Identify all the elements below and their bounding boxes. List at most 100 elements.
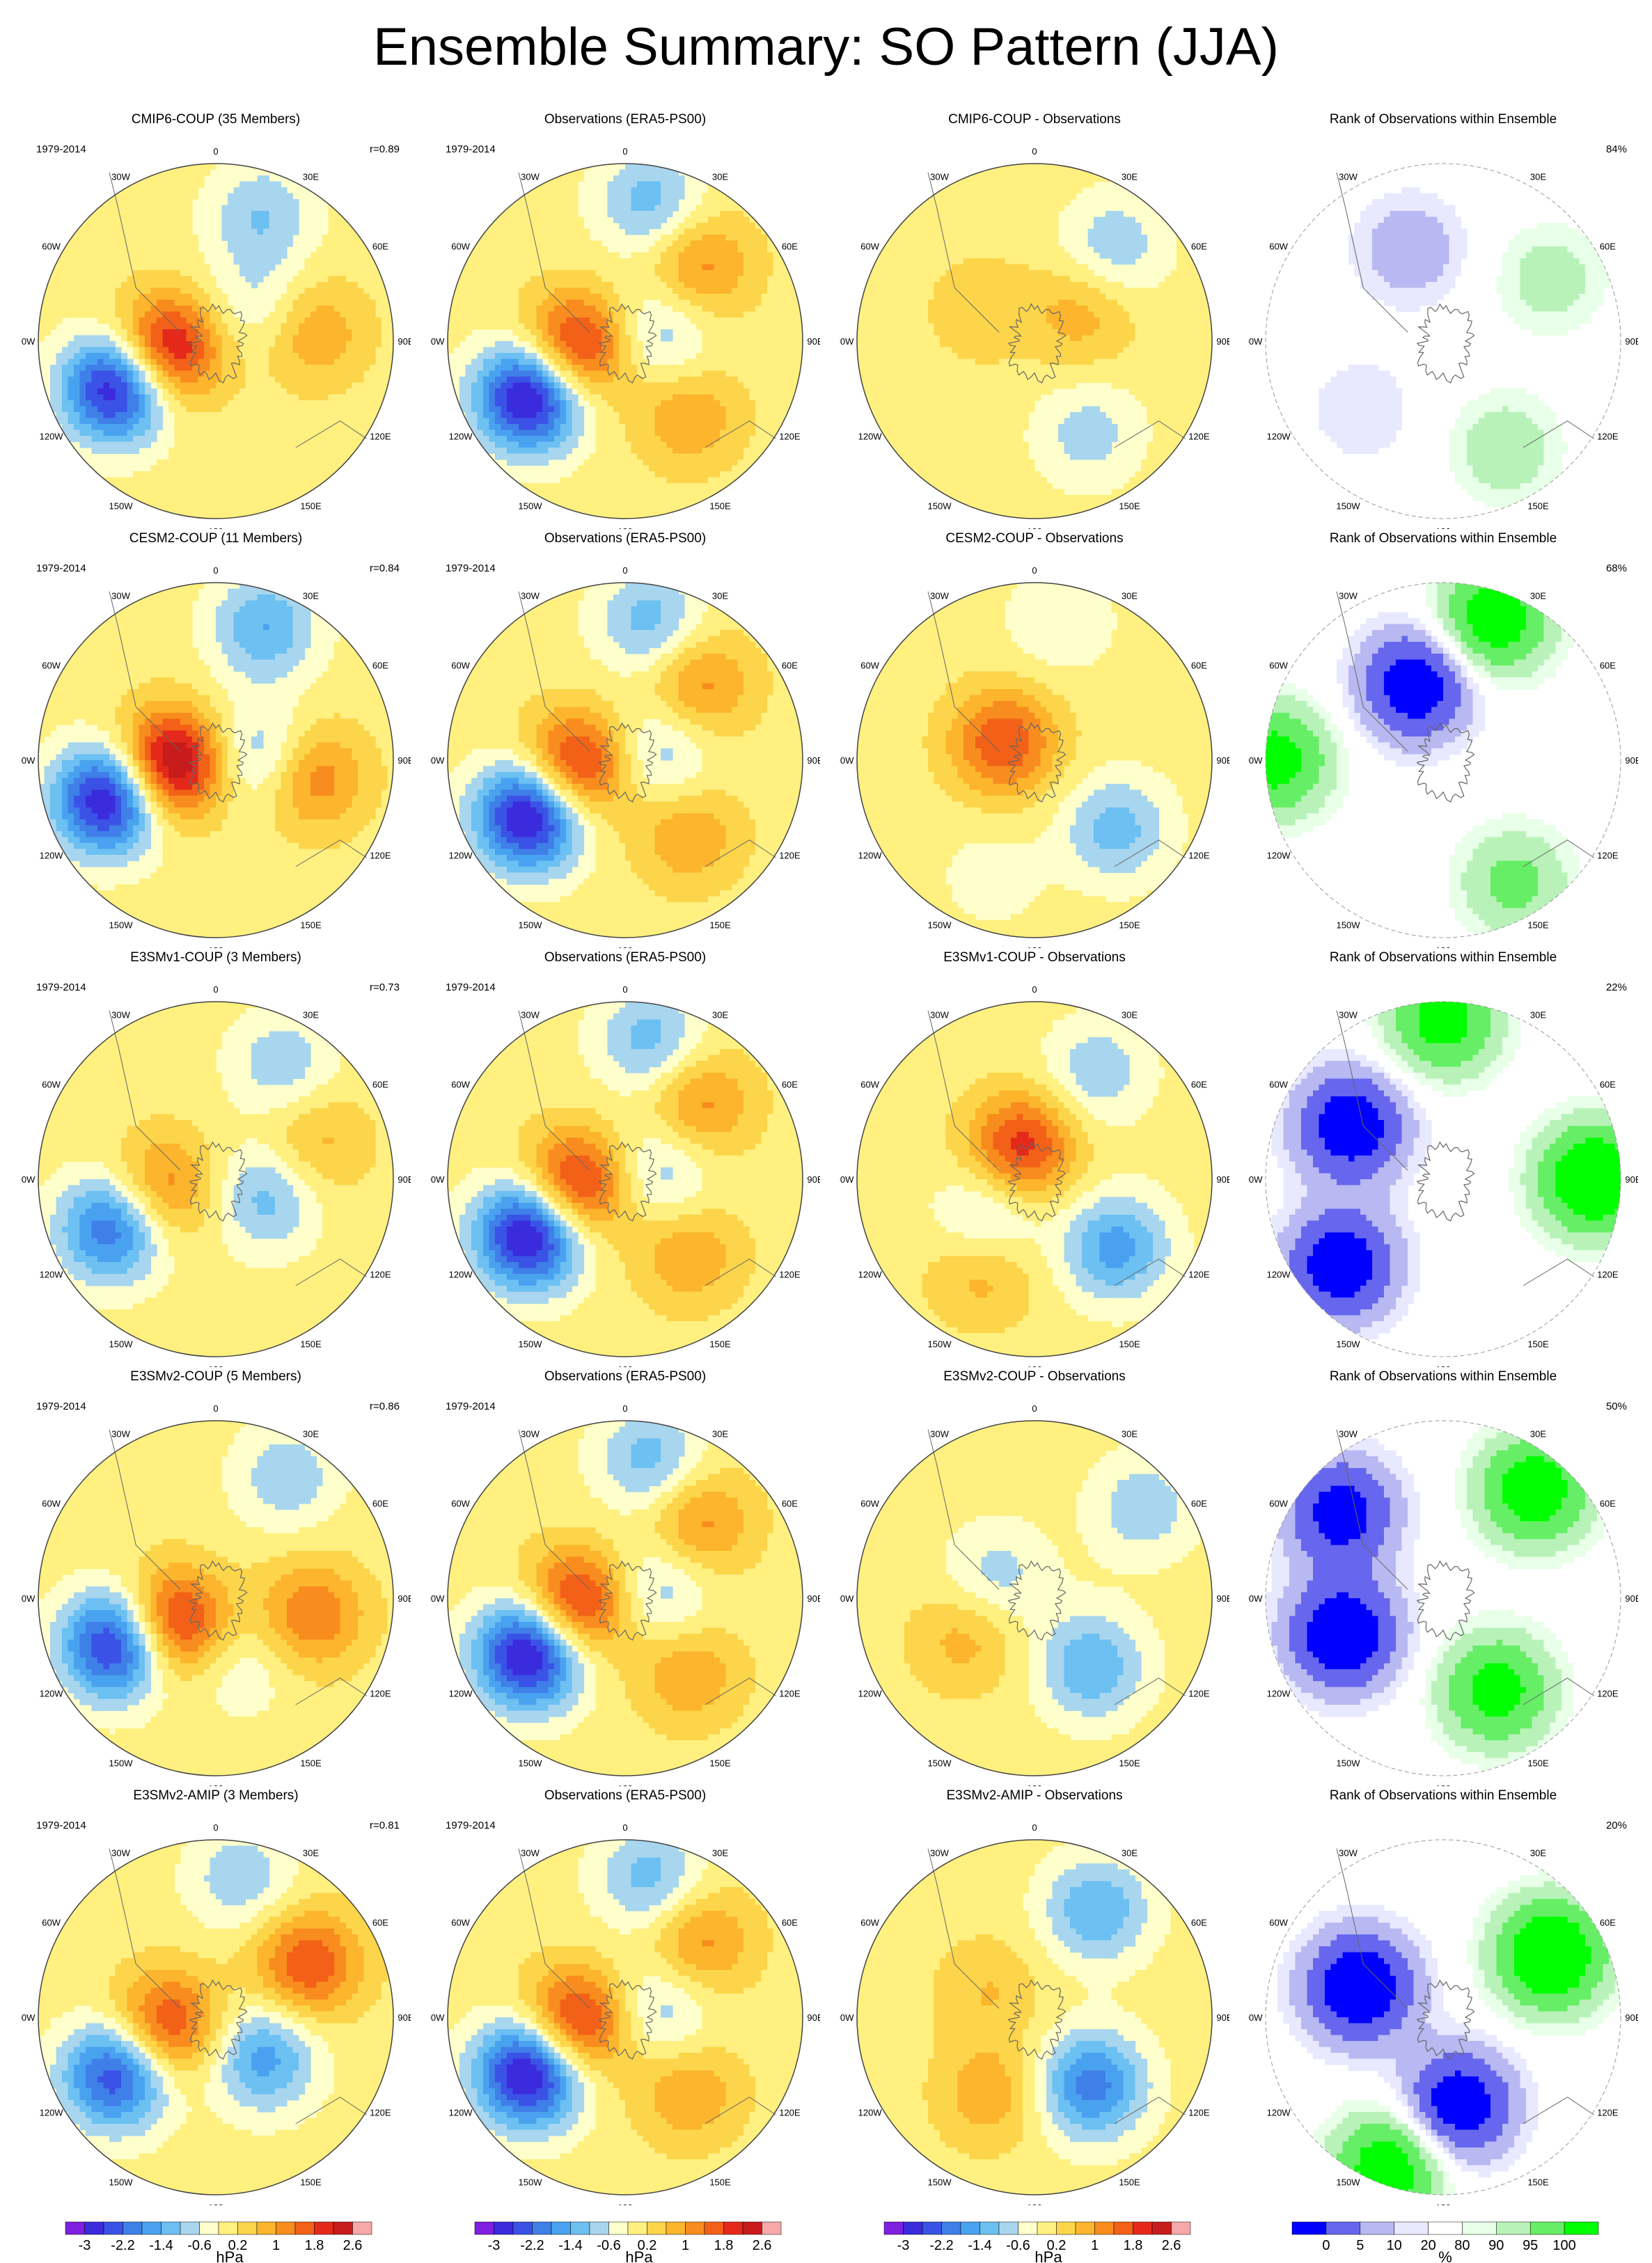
- field-cell: [749, 270, 756, 277]
- field-cell: [233, 235, 240, 242]
- field-cell: [720, 400, 727, 407]
- field-cell: [180, 347, 187, 354]
- field-cell: [233, 317, 240, 324]
- field-cell: [737, 436, 744, 443]
- field-cell: [150, 240, 157, 247]
- field-cell: [192, 175, 199, 182]
- field-cell: [180, 436, 187, 443]
- field-cell: [346, 228, 353, 235]
- field-cell: [678, 187, 685, 194]
- field-cell: [654, 471, 661, 478]
- field-cell: [168, 400, 175, 407]
- field-cell: [239, 448, 246, 455]
- field-cell: [524, 448, 531, 455]
- field-cell: [162, 347, 169, 354]
- field-cell: [725, 465, 732, 472]
- field-cell: [678, 252, 685, 259]
- field-cell: [560, 187, 567, 194]
- field-cell: [566, 287, 573, 294]
- field-cell: [507, 400, 514, 407]
- field-cell: [127, 211, 134, 218]
- field-cell: [352, 388, 359, 395]
- field-cell: [459, 406, 466, 413]
- field-cell: [239, 441, 246, 448]
- field-cell: [684, 270, 691, 277]
- field-cell: [524, 382, 531, 389]
- field-cell: [613, 471, 620, 478]
- field-cell: [133, 287, 140, 294]
- field-cell: [192, 489, 199, 496]
- field-cell: [245, 264, 252, 271]
- field-cell: [121, 216, 128, 223]
- field-cell: [145, 199, 152, 206]
- field-cell: [631, 270, 638, 277]
- field-cell: [566, 347, 573, 354]
- field-cell: [121, 400, 128, 407]
- field-cell: [375, 341, 382, 348]
- field-cell: [512, 264, 519, 271]
- field-cell: [785, 287, 792, 294]
- field-cell: [174, 246, 181, 253]
- field-cell: [210, 459, 217, 466]
- field-cell: [346, 287, 353, 294]
- field-cell: [292, 424, 299, 431]
- field-cell: [536, 394, 543, 401]
- field-cell: [381, 388, 388, 395]
- field-cell: [785, 299, 792, 306]
- field-cell: [299, 299, 306, 306]
- field-cell: [91, 276, 98, 283]
- field-cell: [103, 235, 110, 242]
- field-cell: [74, 276, 81, 283]
- field-cell: [477, 424, 484, 431]
- field-cell: [666, 471, 673, 478]
- field-cell: [334, 424, 341, 431]
- field-cell: [572, 347, 579, 354]
- field-cell: [186, 323, 193, 330]
- field-cell: [607, 294, 614, 301]
- field-cell: [595, 323, 602, 330]
- field-cell: [186, 429, 193, 436]
- field-cell: [755, 282, 762, 289]
- field-cell: [133, 341, 140, 348]
- field-cell: [334, 406, 341, 413]
- field-cell: [495, 382, 502, 389]
- field-cell: [157, 282, 164, 289]
- field-cell: [595, 436, 602, 443]
- field-cell: [346, 441, 353, 448]
- field-cell: [607, 394, 614, 401]
- field-cell: [666, 335, 673, 342]
- field-cell: [507, 441, 514, 448]
- field-cell: [649, 448, 656, 455]
- field-cell: [186, 465, 193, 472]
- field-cell: [292, 216, 299, 223]
- field-cell: [755, 382, 762, 389]
- field-cell: [68, 418, 74, 425]
- field-cell: [275, 412, 282, 419]
- field-cell: [328, 282, 335, 289]
- field-cell: [779, 329, 786, 336]
- field-cell: [251, 412, 258, 419]
- field-cell: [192, 459, 199, 466]
- field-cell: [495, 246, 502, 253]
- field-cell: [287, 353, 294, 360]
- field-cell: [74, 258, 81, 265]
- field-cell: [192, 406, 199, 413]
- field-cell: [720, 329, 727, 336]
- field-cell: [507, 377, 514, 384]
- field-cell: [601, 264, 608, 271]
- field-cell: [773, 294, 780, 301]
- field-cell: [157, 477, 164, 484]
- field-cell: [524, 424, 531, 431]
- field-cell: [649, 252, 656, 259]
- field-cell: [744, 205, 750, 212]
- field-cell: [263, 211, 270, 218]
- field-cell: [678, 276, 685, 283]
- field-cell: [340, 216, 347, 223]
- field-cell: [690, 412, 697, 419]
- field-cell: [690, 406, 697, 413]
- field-cell: [263, 512, 270, 519]
- field-cell: [310, 388, 317, 395]
- field-cell: [678, 388, 685, 395]
- field-cell: [542, 335, 549, 342]
- field-cell: [109, 424, 116, 431]
